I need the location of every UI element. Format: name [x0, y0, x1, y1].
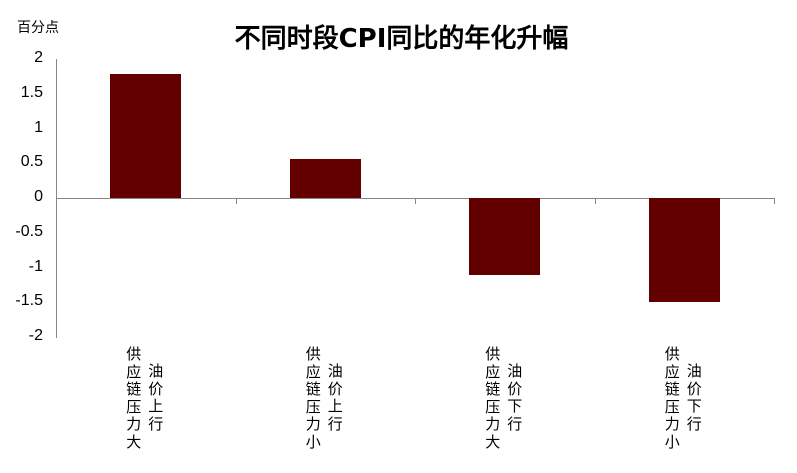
x-category-label-column: 油价下行 [686, 362, 702, 433]
x-category-label-column: 供应链压力大 [485, 345, 501, 451]
y-tick-label: 2 [34, 49, 43, 66]
x-category-label-column: 供应链压力小 [664, 345, 680, 451]
chart-title-text: 不同时段CPI同比的年化升幅 [234, 24, 569, 54]
y-tick-label: 0.5 [20, 153, 43, 171]
x-category-label: 供应链压力大油价下行 [485, 345, 523, 451]
x-category-label: 供应链压力小油价上行 [305, 345, 343, 451]
bar [648, 198, 720, 303]
bar [469, 198, 541, 276]
y-tick-label: 1 [34, 118, 43, 136]
y-tick-label: -2 [28, 327, 43, 344]
y-tick-label: 0 [34, 188, 43, 205]
bar [289, 159, 361, 198]
x-category-label-column: 油价上行 [327, 362, 343, 433]
y-tick-label: -1.5 [15, 292, 43, 310]
x-tick-mark [235, 198, 237, 204]
x-category-label-column: 供应链压力小 [305, 345, 321, 451]
y-axis-unit-label: 百分点 [17, 20, 59, 36]
x-tick-mark [774, 198, 775, 204]
y-tick-label: -1 [28, 257, 43, 275]
y-tick-label: -0.5 [15, 222, 43, 240]
x-category-label-column: 油价下行 [507, 362, 523, 433]
chart-title: 不同时段CPI同比的年化升幅 [0, 18, 797, 55]
x-category-label-column: 油价上行 [148, 362, 164, 433]
y-tick-label: 1.5 [20, 83, 43, 101]
x-category-label: 供应链压力小油价下行 [664, 345, 702, 451]
x-tick-mark [594, 198, 596, 204]
x-tick-mark [415, 198, 416, 204]
x-category-label-column: 供应链压力大 [126, 345, 142, 451]
x-tick-mark [56, 198, 57, 204]
bar [110, 74, 182, 198]
x-category-label: 供应链压力大油价上行 [126, 345, 164, 451]
